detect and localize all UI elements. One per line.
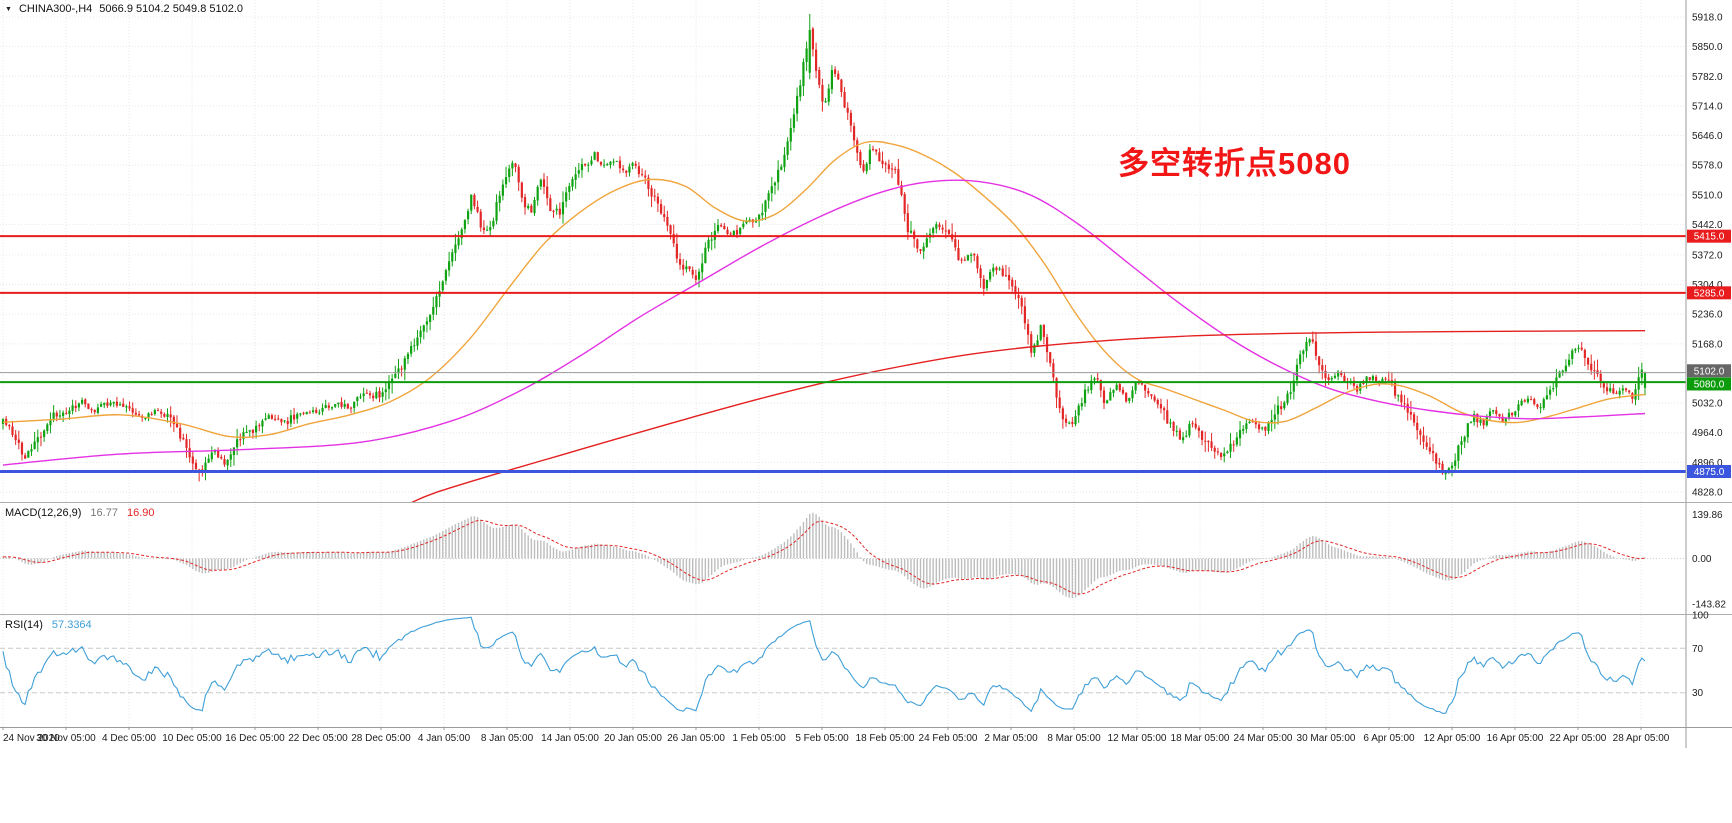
svg-text:16 Apr 05:00: 16 Apr 05:00: [1487, 733, 1544, 744]
symbol-menu-icon[interactable]: ▼: [5, 5, 12, 13]
svg-text:14 Jan 05:00: 14 Jan 05:00: [541, 733, 599, 744]
grid-layer: [0, 0, 1686, 727]
svg-text:5102.0: 5102.0: [1694, 366, 1725, 377]
svg-text:12 Apr 05:00: 12 Apr 05:00: [1424, 733, 1481, 744]
svg-text:5714.0: 5714.0: [1692, 101, 1723, 112]
svg-text:-143.82: -143.82: [1692, 599, 1726, 610]
svg-text:5080.0: 5080.0: [1694, 379, 1725, 390]
svg-text:24 Feb 05:00: 24 Feb 05:00: [919, 733, 978, 744]
svg-text:5304.0: 5304.0: [1692, 280, 1723, 291]
rsi-name: RSI(14): [5, 619, 43, 631]
svg-text:30 Mar 05:00: 30 Mar 05:00: [1297, 733, 1356, 744]
svg-text:4964.0: 4964.0: [1692, 428, 1723, 439]
price-axis[interactable]: 5918.0 5850.0 5782.0 5714.0 5646.0 5578.0 5510…: [0, 0, 1732, 748]
svg-text:5236.0: 5236.0: [1692, 310, 1723, 321]
svg-text:12 Mar 05:00: 12 Mar 05:00: [1108, 733, 1167, 744]
rsi-layer: [0, 616, 1686, 714]
svg-text:22 Apr 05:00: 22 Apr 05:00: [1550, 733, 1607, 744]
macd-signal-line: [3, 519, 1646, 595]
annotation-text[interactable]: 多空转折点5080: [1118, 146, 1351, 181]
svg-text:28 Dec 05:00: 28 Dec 05:00: [351, 733, 411, 744]
chart-header: ▼ CHINA300-,H4 5066.9 5104.2 5049.8 5102…: [5, 3, 243, 15]
svg-text:16 Dec 05:00: 16 Dec 05:00: [225, 733, 285, 744]
svg-text:5 Feb 05:00: 5 Feb 05:00: [795, 733, 849, 744]
svg-text:5510.0: 5510.0: [1692, 190, 1723, 201]
svg-text:5578.0: 5578.0: [1692, 161, 1723, 172]
levels-layer: [0, 235, 1686, 473]
svg-text:10 Dec 05:00: 10 Dec 05:00: [162, 733, 222, 744]
macd-histogram: [0, 512, 1686, 599]
ma-fast-line: [2, 140, 1646, 439]
svg-text:5918.0: 5918.0: [1692, 12, 1723, 23]
svg-text:5646.0: 5646.0: [1692, 131, 1723, 142]
svg-text:5285.0: 5285.0: [1694, 288, 1725, 299]
svg-text:5850.0: 5850.0: [1692, 42, 1723, 53]
svg-text:4 Dec 05:00: 4 Dec 05:00: [102, 733, 156, 744]
symbol-label: CHINA300-,H4: [18, 3, 93, 15]
svg-text:70: 70: [1692, 644, 1704, 655]
svg-text:2 Mar 05:00: 2 Mar 05:00: [984, 733, 1038, 744]
svg-text:100: 100: [1692, 611, 1709, 622]
svg-text:26 Jan 05:00: 26 Jan 05:00: [667, 733, 725, 744]
svg-text:30 Nov 05:00: 30 Nov 05:00: [36, 733, 96, 744]
macd-label: MACD(12,26,9) 16.77 16.90: [5, 507, 154, 519]
price-tag-5415: 5415.0: [1687, 229, 1731, 243]
rsi-label: RSI(14) 57.3364: [5, 619, 92, 631]
svg-text:20 Jan 05:00: 20 Jan 05:00: [604, 733, 662, 744]
svg-text:30: 30: [1692, 688, 1704, 699]
svg-text:4828.0: 4828.0: [1692, 487, 1723, 498]
ma-slow-line: [411, 330, 1646, 502]
svg-text:28 Apr 05:00: 28 Apr 05:00: [1613, 733, 1670, 744]
svg-text:22 Dec 05:00: 22 Dec 05:00: [288, 733, 348, 744]
svg-text:139.86: 139.86: [1692, 510, 1723, 521]
svg-text:8 Jan 05:00: 8 Jan 05:00: [481, 733, 534, 744]
ma-medium-line: [2, 179, 1646, 466]
macd-value-main: 16.77: [90, 507, 118, 519]
svg-text:8 Mar 05:00: 8 Mar 05:00: [1047, 733, 1101, 744]
svg-text:5442.0: 5442.0: [1692, 220, 1723, 231]
svg-text:18 Mar 05:00: 18 Mar 05:00: [1171, 733, 1230, 744]
svg-text:5372.0: 5372.0: [1692, 250, 1723, 261]
svg-text:0.00: 0.00: [1692, 554, 1712, 565]
macd-name: MACD(12,26,9): [5, 507, 82, 519]
rsi-value: 57.3364: [51, 619, 92, 631]
svg-text:5168.0: 5168.0: [1692, 339, 1723, 350]
price-tag-5102: 5102.0: [1687, 364, 1731, 378]
rsi-line: [2, 616, 1646, 714]
candles-layer: [1, 13, 1647, 482]
svg-text:5782.0: 5782.0: [1692, 72, 1723, 83]
svg-text:24 Nov 2020: 24 Nov 2020: [3, 733, 60, 744]
price-tag-4875: 4875.0: [1687, 464, 1731, 478]
price-tag-5080: 5080.0: [1687, 377, 1731, 391]
ohlc-readout: 5066.9 5104.2 5049.8 5102.0: [99, 3, 244, 15]
svg-text:1 Feb 05:00: 1 Feb 05:00: [732, 733, 786, 744]
svg-text:6 Apr 05:00: 6 Apr 05:00: [1363, 733, 1415, 744]
svg-text:4896.0: 4896.0: [1692, 458, 1723, 469]
svg-text:5415.0: 5415.0: [1694, 232, 1725, 243]
svg-text:18 Feb 05:00: 18 Feb 05:00: [856, 733, 915, 744]
macd-value-signal: 16.90: [126, 507, 155, 519]
svg-text:5032.0: 5032.0: [1692, 399, 1723, 410]
svg-text:4 Jan 05:00: 4 Jan 05:00: [418, 733, 471, 744]
price-tag-5285: 5285.0: [1687, 286, 1731, 300]
svg-text:24 Mar 05:00: 24 Mar 05:00: [1234, 733, 1293, 744]
svg-text:4875.0: 4875.0: [1694, 467, 1725, 478]
